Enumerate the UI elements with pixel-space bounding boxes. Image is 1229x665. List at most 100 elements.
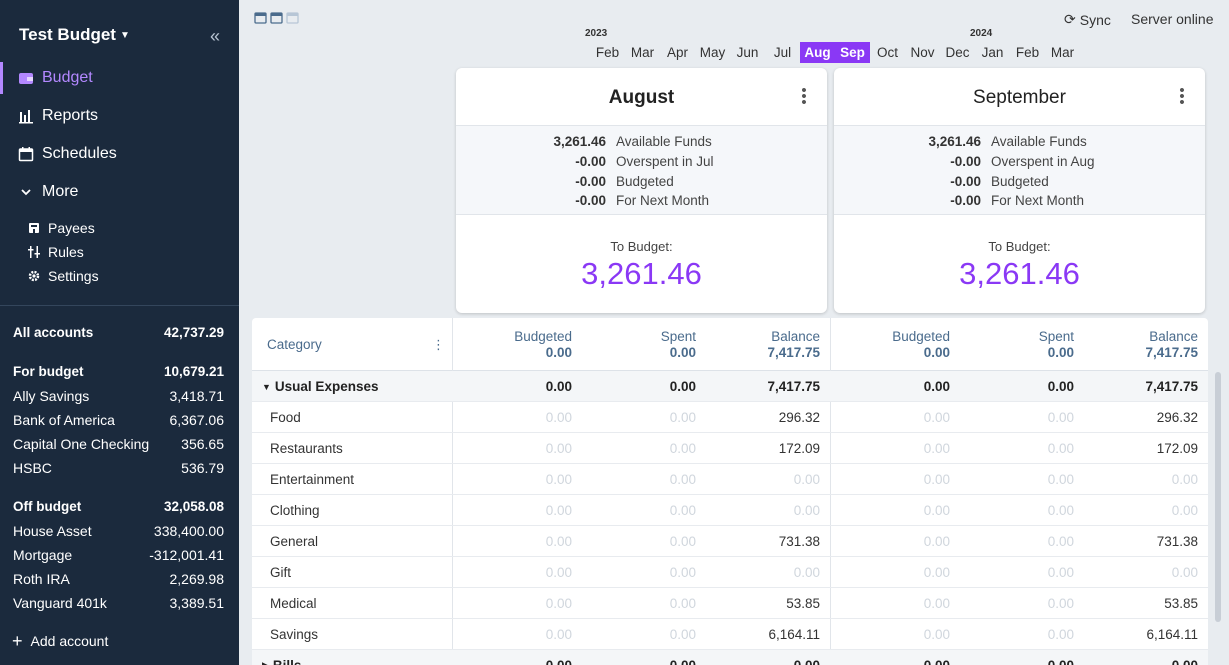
- budgeted-cell[interactable]: 0.00: [545, 503, 572, 518]
- account-roth-ira[interactable]: Roth IRA 2,269.98: [13, 571, 224, 587]
- category-row[interactable]: General 0.00 0.00 731.38 0.00 0.00 731.38: [252, 526, 1208, 557]
- caret-down-icon[interactable]: ▼: [262, 381, 271, 392]
- balance-cell[interactable]: 7,417.75: [1145, 379, 1198, 394]
- category-row[interactable]: Savings 0.00 0.00 6,164.11 0.00 0.00 6,164.11: [252, 619, 1208, 650]
- category-name[interactable]: Clothing: [270, 503, 320, 518]
- balance-cell[interactable]: 0.00: [1171, 472, 1198, 487]
- budgeted-cell[interactable]: 0.00: [923, 441, 950, 456]
- budgeted-cell[interactable]: 0.00: [923, 410, 950, 425]
- category-row[interactable]: Gift 0.00 0.00 0.00 0.00 0.00 0.00: [252, 557, 1208, 588]
- budgeted-cell[interactable]: 0.00: [923, 534, 950, 549]
- month-sep-2023[interactable]: Sep: [835, 42, 870, 63]
- account-house-asset[interactable]: House Asset 338,400.00: [13, 523, 224, 539]
- nav-payees[interactable]: Payees: [28, 217, 95, 239]
- account-capital-one-checking[interactable]: Capital One Checking 356.65: [13, 436, 224, 452]
- month-dec-2023[interactable]: Dec: [945, 45, 970, 60]
- nav-rules[interactable]: Rules: [28, 241, 84, 263]
- category-name[interactable]: Medical: [270, 596, 317, 611]
- for-budget-accounts[interactable]: For budget 10,679.21: [13, 364, 224, 379]
- balance-cell[interactable]: 0.00: [1098, 658, 1198, 665]
- month-mar-2023[interactable]: Mar: [630, 45, 655, 60]
- scrollbar[interactable]: [1215, 372, 1221, 622]
- category-row[interactable]: Food 0.00 0.00 296.32 0.00 0.00 296.32: [252, 402, 1208, 433]
- month-jul-2023[interactable]: Jul: [773, 45, 792, 60]
- server-status[interactable]: Server online: [1131, 11, 1214, 27]
- to-budget-amount[interactable]: 3,261.46: [581, 256, 702, 291]
- balance-cell[interactable]: 7,417.75: [767, 379, 820, 394]
- account-mortgage[interactable]: Mortgage -312,001.41: [13, 547, 224, 563]
- budgeted-cell[interactable]: 0.00: [545, 627, 572, 642]
- account-hsbc[interactable]: HSBC 536.79: [13, 460, 224, 476]
- category-name[interactable]: Gift: [270, 565, 291, 580]
- budgeted-cell[interactable]: 0.00: [923, 627, 950, 642]
- caret-right-icon[interactable]: ▶: [262, 660, 269, 665]
- sync-button[interactable]: ⟳ Sync: [1064, 11, 1111, 28]
- calendar-three-month-icon[interactable]: [286, 11, 299, 24]
- category-group-row[interactable]: ▶ Bills 0.00 0.00 0.00 0.00 0.00 0.00: [252, 650, 1208, 665]
- account-ally-savings[interactable]: Ally Savings 3,418.71: [13, 388, 224, 404]
- month-feb-2023[interactable]: Feb: [595, 45, 620, 60]
- account-bank-of-america[interactable]: Bank of America 6,367.06: [13, 412, 224, 428]
- to-budget-amount[interactable]: 3,261.46: [959, 256, 1080, 291]
- balance-cell[interactable]: 0.00: [793, 503, 820, 518]
- collapse-sidebar-icon[interactable]: «: [210, 26, 221, 46]
- balance-cell[interactable]: 172.09: [778, 441, 820, 456]
- budgeted-cell[interactable]: 0.00: [545, 534, 572, 549]
- nav-settings[interactable]: Settings: [28, 265, 99, 287]
- budgeted-cell[interactable]: 0.00: [923, 565, 950, 580]
- budgeted-cell[interactable]: 0.00: [472, 658, 572, 665]
- budgeted-cell[interactable]: 0.00: [923, 379, 950, 394]
- month-nov-2023[interactable]: Nov: [910, 45, 935, 60]
- month-oct-2023[interactable]: Oct: [876, 45, 898, 60]
- category-row[interactable]: Entertainment 0.00 0.00 0.00 0.00 0.00 0.00: [252, 464, 1208, 495]
- budgeted-cell[interactable]: 0.00: [923, 472, 950, 487]
- category-name[interactable]: Restaurants: [270, 441, 343, 456]
- balance-cell[interactable]: 731.38: [1156, 534, 1198, 549]
- all-accounts[interactable]: All accounts 42,737.29: [13, 325, 224, 340]
- month-jun-2023[interactable]: Jun: [736, 45, 759, 60]
- category-name[interactable]: Food: [270, 410, 301, 425]
- balance-cell[interactable]: 731.38: [778, 534, 820, 549]
- budgeted-cell[interactable]: 0.00: [545, 410, 572, 425]
- balance-cell[interactable]: 296.32: [1156, 410, 1198, 425]
- month-apr-2023[interactable]: Apr: [666, 45, 688, 60]
- balance-cell[interactable]: 6,164.11: [768, 627, 820, 642]
- balance-cell[interactable]: 296.32: [778, 410, 820, 425]
- category-name[interactable]: Savings: [270, 627, 318, 642]
- balance-cell[interactable]: 0.00: [1171, 565, 1198, 580]
- more-vertical-icon[interactable]: • • •: [801, 82, 807, 111]
- budgeted-cell[interactable]: 0.00: [923, 596, 950, 611]
- budgeted-cell[interactable]: 0.00: [923, 503, 950, 518]
- nav-budget[interactable]: Budget: [0, 62, 239, 94]
- balance-cell[interactable]: 0.00: [793, 472, 820, 487]
- category-row[interactable]: Medical 0.00 0.00 53.85 0.00 0.00 53.85: [252, 588, 1208, 619]
- month-jan-2024[interactable]: Jan: [981, 45, 1004, 60]
- balance-cell[interactable]: 53.85: [786, 596, 820, 611]
- add-account-button[interactable]: + Add account: [12, 632, 108, 650]
- off-budget-accounts[interactable]: Off budget 32,058.08: [13, 499, 224, 514]
- balance-cell[interactable]: 0.00: [720, 658, 820, 665]
- budget-name-dropdown[interactable]: Test Budget ▼: [19, 25, 130, 45]
- month-feb-2024[interactable]: Feb: [1015, 45, 1040, 60]
- nav-reports[interactable]: Reports: [0, 100, 239, 132]
- category-name[interactable]: ▶ Bills: [262, 658, 301, 665]
- balance-cell[interactable]: 6,164.11: [1146, 627, 1198, 642]
- budgeted-cell[interactable]: 0.00: [850, 658, 950, 665]
- nav-more[interactable]: More: [0, 176, 239, 208]
- budgeted-cell[interactable]: 0.00: [545, 596, 572, 611]
- category-name[interactable]: General: [270, 534, 318, 549]
- balance-cell[interactable]: 0.00: [793, 565, 820, 580]
- nav-schedules[interactable]: Schedules: [0, 138, 239, 170]
- calendar-two-month-icon[interactable]: [270, 11, 283, 24]
- category-row[interactable]: Clothing 0.00 0.00 0.00 0.00 0.00 0.00: [252, 495, 1208, 526]
- balance-cell[interactable]: 172.09: [1156, 441, 1198, 456]
- category-group-row[interactable]: ▼ Usual Expenses 0.00 0.00 7,417.75 0.00 0.00 7…: [252, 371, 1208, 402]
- account-vanguard-401k[interactable]: Vanguard 401k 3,389.51: [13, 595, 224, 611]
- budgeted-cell[interactable]: 0.00: [545, 472, 572, 487]
- category-name[interactable]: Entertainment: [270, 472, 354, 487]
- month-aug-2023[interactable]: Aug: [800, 42, 835, 63]
- balance-cell[interactable]: 0.00: [1171, 503, 1198, 518]
- calendar-one-month-icon[interactable]: [254, 11, 267, 24]
- more-vertical-icon[interactable]: ⋮: [432, 337, 445, 352]
- budgeted-cell[interactable]: 0.00: [545, 565, 572, 580]
